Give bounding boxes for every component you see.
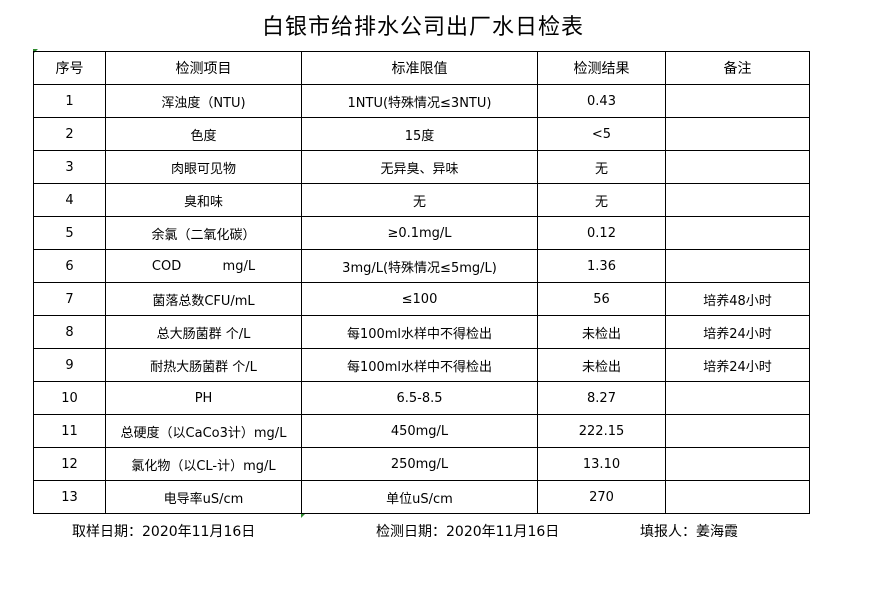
remark-cell bbox=[665, 381, 810, 415]
page-title: 白银市给排水公司出厂水日检表 bbox=[261, 15, 584, 40]
test-item-cell: 氯化物（以CL-计）mg/L bbox=[105, 447, 302, 481]
test-item-cell: 电导率uS/cm bbox=[105, 480, 302, 514]
standard-limit-cell: ≤100 bbox=[301, 282, 538, 316]
row-number-cell: 12 bbox=[33, 447, 106, 481]
row-number-cell: 1 bbox=[33, 84, 106, 118]
standard-limit-cell: 250mg/L bbox=[301, 447, 538, 481]
table-row: 13 电导率uS/cm 单位uS/cm 270 bbox=[33, 480, 810, 514]
table-row: 11 总硬度（以CaCo3计）mg/L 450mg/L 222.15 bbox=[33, 414, 810, 448]
standard-limit-cell: 每100ml水样中不得检出 bbox=[301, 315, 538, 349]
remark-cell bbox=[665, 117, 810, 151]
standard-limit-cell: 6.5-8.5 bbox=[301, 381, 538, 415]
row-number-cell: 5 bbox=[33, 216, 106, 250]
test-result-cell: 0.43 bbox=[537, 84, 666, 118]
inspection-table: 序号 检测项目 标准限值 检测结果 备注 1 浑浊度（NTU) 1NTU(特殊情况≤… bbox=[33, 51, 810, 514]
test-result-cell: 0.12 bbox=[537, 216, 666, 250]
row-number-cell: 3 bbox=[33, 150, 106, 184]
header-cell: 检测项目 bbox=[105, 51, 302, 85]
row-number-cell: 11 bbox=[33, 414, 106, 448]
header-cell: 检测结果 bbox=[537, 51, 666, 85]
standard-limit-cell: ≥0.1mg/L bbox=[301, 216, 538, 250]
test-result-cell: 1.36 bbox=[537, 249, 666, 283]
test-item-cell: 总硬度（以CaCo3计）mg/L bbox=[105, 414, 302, 448]
header-cell: 序号 bbox=[33, 51, 106, 85]
test-item-cell: 余氯（二氧化碳） bbox=[105, 216, 302, 250]
remark-cell: 培养24小时 bbox=[665, 315, 810, 349]
row-number-cell: 7 bbox=[33, 282, 106, 316]
standard-limit-cell: 3mg/L(特殊情况≤5mg/L) bbox=[301, 249, 538, 283]
test-item-cell: 臭和味 bbox=[105, 183, 302, 217]
row-number-cell: 8 bbox=[33, 315, 106, 349]
standard-limit-cell: 单位uS/cm bbox=[301, 480, 538, 514]
table-row: 3 肉眼可见物 无异臭、异味无 bbox=[33, 150, 810, 184]
test-result-cell: 未检出 bbox=[537, 315, 666, 349]
row-number-cell: 9 bbox=[33, 348, 106, 382]
standard-limit-cell: 15度 bbox=[301, 117, 538, 151]
standard-limit-cell: 无异臭、异味 bbox=[301, 150, 538, 184]
remark-cell bbox=[665, 480, 810, 514]
remark-cell bbox=[665, 447, 810, 481]
remark-cell bbox=[665, 414, 810, 448]
remark-cell bbox=[665, 249, 810, 283]
test-item-cell: 菌落总数CFU/mL bbox=[105, 282, 302, 316]
table-row: 1 浑浊度（NTU) 1NTU(特殊情况≤3NTU) 0.43 bbox=[33, 84, 810, 118]
table-row: 10 PH 6.5-8.5 8.27 bbox=[33, 381, 810, 415]
cell-marker bbox=[301, 513, 306, 518]
standard-limit-cell: 无 bbox=[301, 183, 538, 217]
remark-cell bbox=[665, 84, 810, 118]
test-item-cell: 肉眼可见物 bbox=[105, 150, 302, 184]
table-header-row: 序号 检测项目 标准限值 检测结果 备注 bbox=[33, 51, 810, 85]
table-row: 9 耐热大肠菌群 个/L 每100ml水样中不得检出 未检出 培养24小时 bbox=[33, 348, 810, 382]
header-cell: 备注 bbox=[665, 51, 810, 85]
table-row: 6 COD mg/L 3mg/L(特殊情况≤5mg/L) 1.36 bbox=[33, 249, 810, 283]
header-cell: 标准限值 bbox=[301, 51, 538, 85]
table-row: 4 臭和味无无 bbox=[33, 183, 810, 217]
standard-limit-cell: 450mg/L bbox=[301, 414, 538, 448]
remark-cell bbox=[665, 216, 810, 250]
test-item-cell: 浑浊度（NTU) bbox=[105, 84, 302, 118]
test-result-cell: 无 bbox=[537, 183, 666, 217]
row-number-cell: 6 bbox=[33, 249, 106, 283]
test-result-cell: 270 bbox=[537, 480, 666, 514]
remark-cell: 培养24小时 bbox=[665, 348, 810, 382]
test-item-cell: 耐热大肠菌群 个/L bbox=[105, 348, 302, 382]
row-number-cell: 10 bbox=[33, 381, 106, 415]
test-item-cell: 色度 bbox=[105, 117, 302, 151]
test-item-cell: 总大肠菌群 个/L bbox=[105, 315, 302, 349]
row-number-cell: 2 bbox=[33, 117, 106, 151]
test-result-cell: 56 bbox=[537, 282, 666, 316]
test-result-cell: 13.10 bbox=[537, 447, 666, 481]
standard-limit-cell: 每100ml水样中不得检出 bbox=[301, 348, 538, 382]
test-result-cell: 222.15 bbox=[537, 414, 666, 448]
test-result-cell: 8.27 bbox=[537, 381, 666, 415]
remark-cell: 培养48小时 bbox=[665, 282, 810, 316]
test-result-cell: <5 bbox=[537, 117, 666, 151]
sampling-date: 取样日期：2020年11月16日 bbox=[72, 524, 256, 540]
test-item-cell: COD mg/L bbox=[105, 249, 302, 283]
table-row: 8 总大肠菌群 个/L 每100ml水样中不得检出 未检出 培养24小时 bbox=[33, 315, 810, 349]
table-row: 5 余氯（二氧化碳） ≥0.1mg/L 0.12 bbox=[33, 216, 810, 250]
table-row: 12 氯化物（以CL-计）mg/L 250mg/L 13.10 bbox=[33, 447, 810, 481]
test-result-cell: 无 bbox=[537, 150, 666, 184]
test-date: 检测日期：2020年11月16日 bbox=[376, 524, 560, 540]
test-item-cell: PH bbox=[105, 381, 302, 415]
remark-cell bbox=[665, 183, 810, 217]
reporter: 填报人：姜海霞 bbox=[640, 524, 738, 540]
table-row: 2 色度 15度 <5 bbox=[33, 117, 810, 151]
row-number-cell: 13 bbox=[33, 480, 106, 514]
row-number-cell: 4 bbox=[33, 183, 106, 217]
standard-limit-cell: 1NTU(特殊情况≤3NTU) bbox=[301, 84, 538, 118]
table-row: 7 菌落总数CFU/mL ≤100 56 培养48小时 bbox=[33, 282, 810, 316]
test-result-cell: 未检出 bbox=[537, 348, 666, 382]
remark-cell bbox=[665, 150, 810, 184]
